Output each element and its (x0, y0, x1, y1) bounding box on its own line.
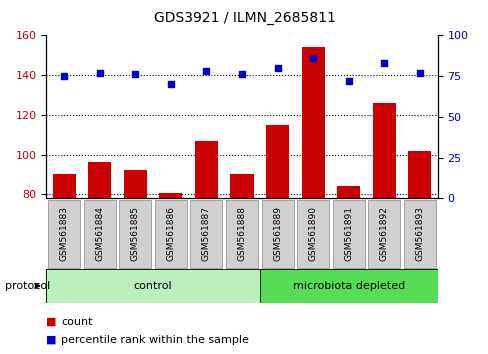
FancyBboxPatch shape (332, 200, 364, 268)
Bar (53, 175, 76, 198)
Bar (372, 103, 395, 198)
Text: GSM561890: GSM561890 (308, 206, 317, 261)
Text: GSM561887: GSM561887 (202, 206, 210, 261)
FancyBboxPatch shape (367, 200, 400, 268)
Text: GSM561891: GSM561891 (344, 206, 352, 261)
Point (273, 65, 281, 71)
Text: GSM561893: GSM561893 (414, 206, 424, 261)
Bar (301, 47, 324, 198)
FancyBboxPatch shape (48, 200, 80, 268)
Text: ■: ■ (46, 335, 57, 345)
FancyBboxPatch shape (190, 200, 222, 268)
FancyBboxPatch shape (259, 269, 437, 303)
Text: count: count (61, 317, 92, 327)
FancyBboxPatch shape (155, 200, 186, 268)
Point (167, 81, 175, 87)
Text: protocol: protocol (5, 281, 50, 291)
Point (202, 68, 210, 74)
FancyBboxPatch shape (119, 200, 151, 268)
Text: percentile rank within the sample: percentile rank within the sample (61, 335, 248, 345)
FancyBboxPatch shape (225, 200, 258, 268)
Point (344, 78, 352, 84)
Bar (88, 162, 111, 198)
Text: GSM561889: GSM561889 (273, 206, 282, 261)
Text: ■: ■ (46, 317, 57, 327)
Text: GSM561885: GSM561885 (131, 206, 140, 261)
Point (238, 72, 245, 77)
Point (131, 72, 139, 77)
Bar (230, 175, 253, 198)
Bar (159, 193, 182, 198)
Bar (337, 186, 360, 198)
Point (380, 60, 387, 66)
FancyBboxPatch shape (261, 200, 293, 268)
FancyBboxPatch shape (297, 200, 328, 268)
Bar (407, 150, 430, 198)
Point (96, 70, 103, 76)
Text: GDS3921 / ILMN_2685811: GDS3921 / ILMN_2685811 (153, 11, 335, 25)
FancyBboxPatch shape (403, 200, 435, 268)
Text: GSM561886: GSM561886 (166, 206, 175, 261)
Bar (123, 170, 146, 198)
Bar (265, 125, 288, 198)
Text: control: control (134, 281, 172, 291)
Text: GSM561884: GSM561884 (95, 206, 104, 261)
Bar (195, 141, 218, 198)
Point (308, 55, 316, 61)
Point (415, 70, 423, 76)
FancyBboxPatch shape (83, 200, 116, 268)
FancyBboxPatch shape (46, 269, 259, 303)
Text: microbiota depleted: microbiota depleted (292, 281, 404, 291)
Text: GSM561888: GSM561888 (237, 206, 246, 261)
Text: GSM561883: GSM561883 (60, 206, 69, 261)
Point (60, 73, 68, 79)
Text: GSM561892: GSM561892 (379, 206, 388, 261)
